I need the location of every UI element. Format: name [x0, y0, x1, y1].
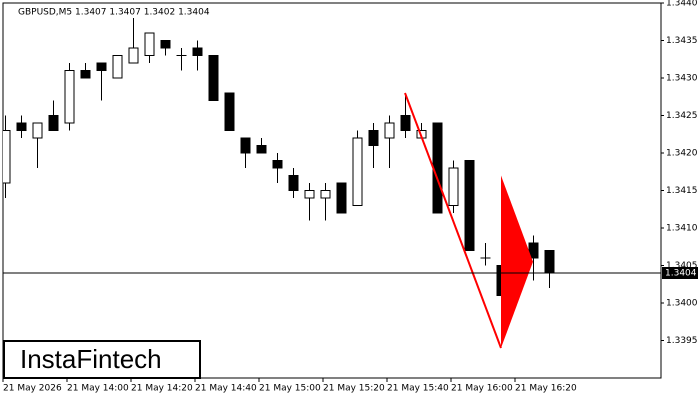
- y-tick-label: 1.3415: [666, 186, 698, 196]
- brand: InstaFintech: [20, 344, 162, 374]
- bear-candle: [528, 242, 539, 259]
- x-tick-label: 21 May 15:20: [323, 384, 385, 394]
- y-tick-label: 1.3420: [666, 149, 698, 159]
- y-tick-label: 1.3400: [666, 299, 698, 309]
- bull-candle: [304, 190, 315, 199]
- x-tick-label: 21 May 2026: [3, 384, 62, 394]
- bear-candle: [96, 62, 107, 71]
- y-tick-label: 1.3410: [666, 224, 698, 234]
- plot-area: [3, 18, 555, 349]
- pennant: [501, 175, 533, 348]
- bear-candle: [208, 55, 219, 101]
- bear-candle: [48, 115, 59, 131]
- bear-candle: [192, 47, 203, 56]
- bear-candle: [368, 130, 379, 146]
- y-tick-label: 1.3430: [666, 74, 698, 84]
- bear-candle: [256, 145, 267, 154]
- x-tick-label: 21 May 16:00: [451, 384, 513, 394]
- bull-candle: [3, 130, 11, 184]
- bull-candle: [112, 55, 123, 79]
- price-label: 1.3404: [665, 269, 697, 279]
- bull-candle: [352, 137, 363, 206]
- bear-candle: [240, 137, 251, 154]
- bear-candle: [288, 175, 299, 191]
- bear-candle: [160, 40, 171, 49]
- bull-candle: [320, 190, 331, 199]
- bear-candle: [16, 122, 27, 131]
- bull-candle: [384, 122, 395, 139]
- brand-box: [3, 340, 201, 379]
- x-tick-label: 21 May 15:40: [387, 384, 449, 394]
- y-tick-label: 1.3425: [666, 111, 698, 121]
- bear-candle: [224, 92, 235, 131]
- x-tick-label: 21 May 16:20: [515, 384, 577, 394]
- bear-candle: [400, 115, 411, 131]
- bear-candle: [544, 250, 555, 274]
- bull-candle: [144, 32, 155, 56]
- bear-candle: [80, 70, 91, 79]
- y-tick-label: 1.3395: [666, 336, 698, 346]
- x-tick-label: 21 May 14:00: [67, 384, 129, 394]
- x-tick-label: 21 May 14:40: [195, 384, 257, 394]
- bull-candle: [64, 70, 75, 124]
- price-label-box: [662, 267, 698, 279]
- chart-title: GBPUSD,M5 1.3407 1.3407 1.3402 1.3404: [18, 8, 210, 18]
- bear-candle: [336, 182, 347, 214]
- bear-candle: [272, 160, 283, 169]
- y-tick-label: 1.3435: [666, 36, 698, 46]
- y-tick-label: 1.3405: [666, 261, 698, 271]
- x-tick-label: 21 May 14:20: [131, 384, 193, 394]
- bull-candle: [128, 47, 139, 64]
- bull-candle: [448, 167, 459, 206]
- bear-candle: [464, 160, 475, 251]
- x-tick-label: 21 May 15:00: [259, 384, 321, 394]
- bear-candle: [432, 122, 443, 214]
- pole: [404, 92, 502, 349]
- bull-candle: [32, 122, 43, 139]
- y-tick-label: 1.3440: [666, 0, 698, 9]
